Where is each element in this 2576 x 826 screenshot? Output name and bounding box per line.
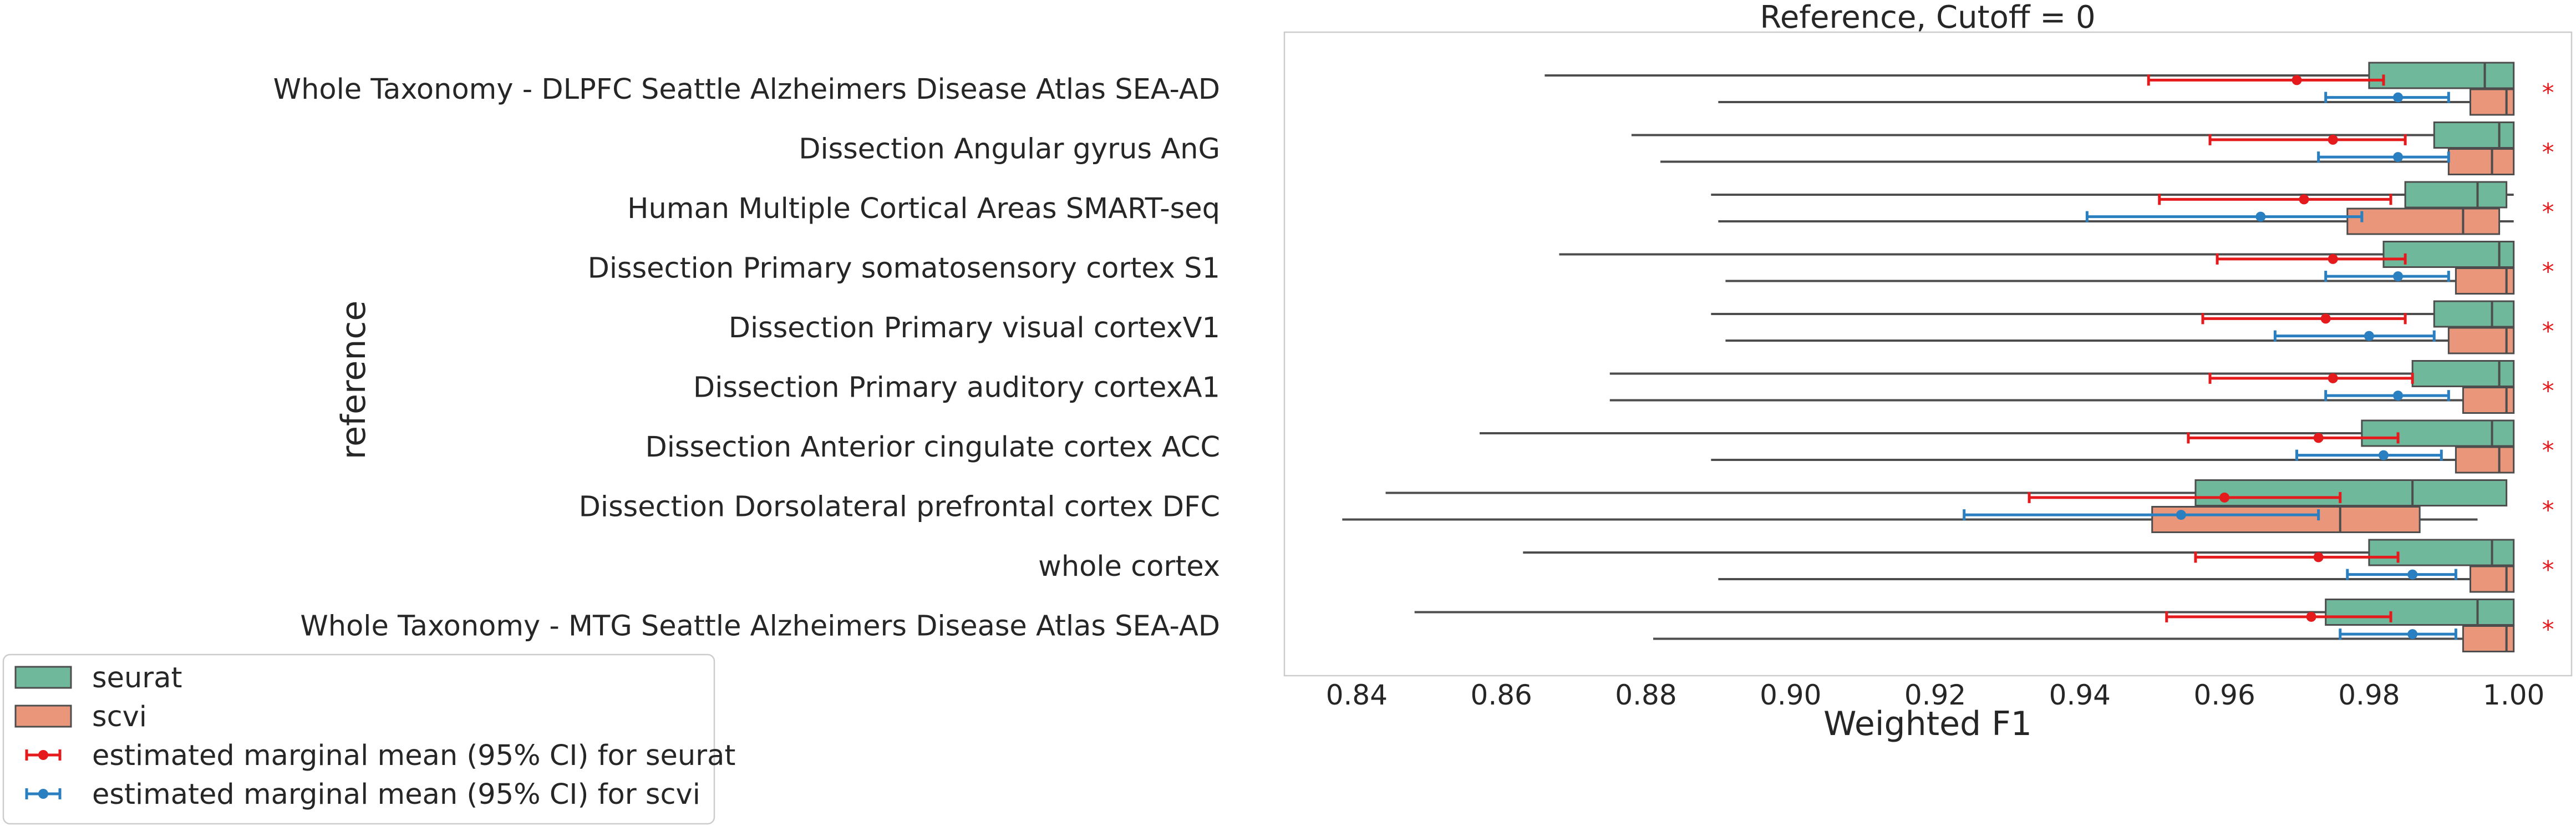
box-scvi xyxy=(2455,267,2515,295)
significance-star: * xyxy=(2542,377,2554,406)
significance-star: * xyxy=(2542,317,2554,346)
legend-label: estimated marginal mean (95% CI) for seu… xyxy=(92,739,735,772)
box-scvi xyxy=(2346,207,2501,235)
box-seurat xyxy=(2433,121,2515,149)
box-scvi xyxy=(2447,327,2515,354)
significance-star: * xyxy=(2542,258,2554,286)
y-tick-label: Whole Taxonomy - DLPFC Seattle Alzheimer… xyxy=(273,73,1220,106)
emm-point-seurat xyxy=(2219,492,2230,503)
legend-frame xyxy=(2,653,715,825)
x-tick-label: 0.92 xyxy=(1904,679,1966,711)
emm-point-scvi xyxy=(2393,152,2404,163)
emm-point-seurat xyxy=(2328,134,2338,145)
legend-label: scvi xyxy=(92,701,147,733)
box-scvi xyxy=(2462,387,2515,414)
box-scvi xyxy=(2447,148,2515,175)
significance-star: * xyxy=(2542,139,2554,167)
emm-point-scvi xyxy=(2393,271,2404,282)
emm-point-scvi xyxy=(2378,450,2389,460)
emm-point-scvi xyxy=(2364,331,2374,341)
chart-title: Reference, Cutoff = 0 xyxy=(1760,0,2095,36)
y-tick-label: whole cortex xyxy=(1038,550,1220,583)
box-seurat xyxy=(2382,241,2515,268)
box-seurat xyxy=(2361,419,2515,447)
y-tick-label: Dissection Primary visual cortexV1 xyxy=(729,312,1220,344)
emm-point-seurat xyxy=(2313,433,2324,443)
box-seurat xyxy=(2368,62,2515,89)
box-seurat xyxy=(2404,181,2508,209)
box-seurat xyxy=(2325,599,2515,626)
x-tick-label: 0.90 xyxy=(1760,679,1821,711)
emm-point-seurat xyxy=(2328,254,2338,264)
significance-star: * xyxy=(2542,79,2554,107)
y-tick-label: Whole Taxonomy - MTG Seattle Alzheimers … xyxy=(300,610,1220,643)
emm-point-scvi xyxy=(2393,92,2404,103)
x-tick-labels: 0.84 0.86 0.88 0.90 0.92 0.94 0.96 0.98 1.00 xyxy=(1326,679,2545,711)
emm-point-scvi xyxy=(2393,391,2404,401)
emm-point-scvi xyxy=(2407,569,2418,580)
y-tick-label: Dissection Anterior cingulate cortex ACC xyxy=(645,431,1220,464)
significance-star: * xyxy=(2542,616,2554,644)
x-tick-label: 0.94 xyxy=(2049,679,2111,711)
emm-point-scvi xyxy=(2255,211,2266,222)
box-seurat xyxy=(2194,479,2508,506)
emm-point-seurat xyxy=(2320,313,2331,324)
box-scvi xyxy=(2151,506,2421,533)
emm-point-seurat xyxy=(2292,75,2302,85)
significance-star: * xyxy=(2542,437,2554,465)
box-scvi xyxy=(2455,446,2515,474)
legend-point xyxy=(38,789,48,799)
box-seurat xyxy=(2433,300,2515,328)
significance-star: * xyxy=(2542,556,2554,584)
x-tick-label: 0.98 xyxy=(2338,679,2400,711)
x-tick-label: 0.84 xyxy=(1326,679,1388,711)
x-axis-label: Weighted F1 xyxy=(1823,705,2032,743)
x-tick-label: 0.88 xyxy=(1615,679,1676,711)
emm-point-seurat xyxy=(2313,552,2324,563)
emm-point-seurat xyxy=(2328,373,2338,383)
y-tick-labels: Whole Taxonomy - DLPFC Seattle Alzheimer… xyxy=(273,73,1220,643)
box-scvi xyxy=(2462,625,2515,652)
y-tick-label: Dissection Dorsolateral prefrontal corte… xyxy=(579,491,1220,524)
legend-swatch-scvi xyxy=(14,705,72,728)
emm-point-seurat xyxy=(2306,611,2316,622)
x-tick-label: 0.96 xyxy=(2193,679,2255,711)
legend-label: estimated marginal mean (95% CI) for scv… xyxy=(92,778,700,811)
y-axis-label: reference xyxy=(334,301,373,460)
box-seurat xyxy=(2411,360,2515,387)
box-marks: * * * * * * * * * * xyxy=(1342,62,2554,652)
legend-swatch-seurat xyxy=(14,666,72,689)
legend: seurat scvi estimated marginal mean (95% C… xyxy=(2,653,735,825)
emm-point-scvi xyxy=(2176,510,2186,520)
significance-star: * xyxy=(2542,496,2554,525)
y-tick-label: Dissection Angular gyrus AnG xyxy=(799,133,1220,166)
x-tick-label: 0.86 xyxy=(1471,679,1532,711)
x-tick-label: 1.00 xyxy=(2483,679,2544,711)
y-tick-label: Human Multiple Cortical Areas SMART-seq xyxy=(627,192,1220,225)
significance-star: * xyxy=(2542,198,2554,226)
emm-point-seurat xyxy=(2299,194,2309,205)
legend-point xyxy=(38,750,48,760)
emm-point-scvi xyxy=(2407,629,2418,640)
box-seurat xyxy=(2368,539,2515,566)
legend-label: seurat xyxy=(92,662,182,695)
y-tick-label: Dissection Primary auditory cortexA1 xyxy=(693,372,1220,404)
y-tick-label: Dissection Primary somatosensory cortex … xyxy=(588,252,1220,285)
